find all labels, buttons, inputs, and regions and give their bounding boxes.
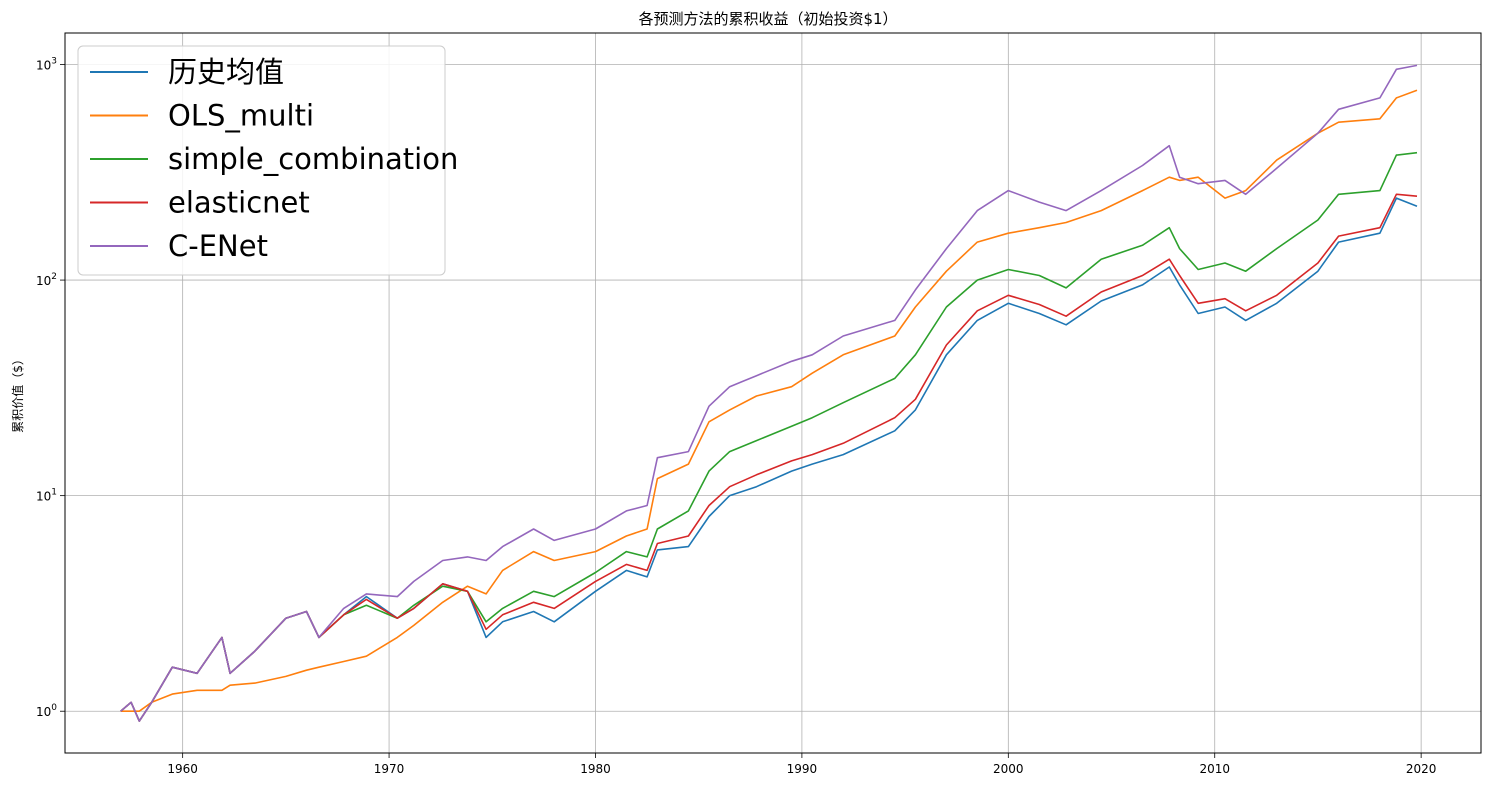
x-tick-label: 1990 (787, 762, 818, 776)
x-tick-label: 1980 (580, 762, 611, 776)
y-tick-label: 103 (36, 57, 57, 73)
legend-label: 历史均值 (168, 55, 284, 89)
legend-label: OLS_multi (168, 99, 314, 133)
x-axis: 1960 1970 1980 1990 2000 2010 2020 (167, 753, 1436, 776)
x-tick-label: 1960 (167, 762, 198, 776)
x-tick-label: 2010 (1199, 762, 1230, 776)
y-axis-label: 累积价值（$） (10, 353, 25, 433)
x-tick-label: 2000 (993, 762, 1024, 776)
grid (65, 33, 1481, 753)
plot-frame (64, 32, 1482, 754)
legend-label: C-ENet (168, 229, 268, 263)
legend-label: elasticnet (168, 186, 310, 220)
y-axis: 100 101 102 103 (36, 57, 65, 719)
chart-title: 各预测方法的累积收益（初始投资$1） (638, 10, 897, 28)
x-tick-label: 2020 (1406, 762, 1437, 776)
legend: 历史均值 OLS_multi simple_combination elasticne… (77, 45, 458, 276)
series-layer (120, 64, 1418, 722)
x-tick-label: 1970 (374, 762, 405, 776)
y-tick-label: 102 (36, 272, 57, 288)
y-tick-label: 100 (36, 703, 57, 719)
legend-label: simple_combination (168, 142, 458, 176)
y-tick-label: 101 (36, 488, 57, 504)
legend-box (77, 45, 446, 276)
series-line-C-ENet (120, 64, 1418, 722)
